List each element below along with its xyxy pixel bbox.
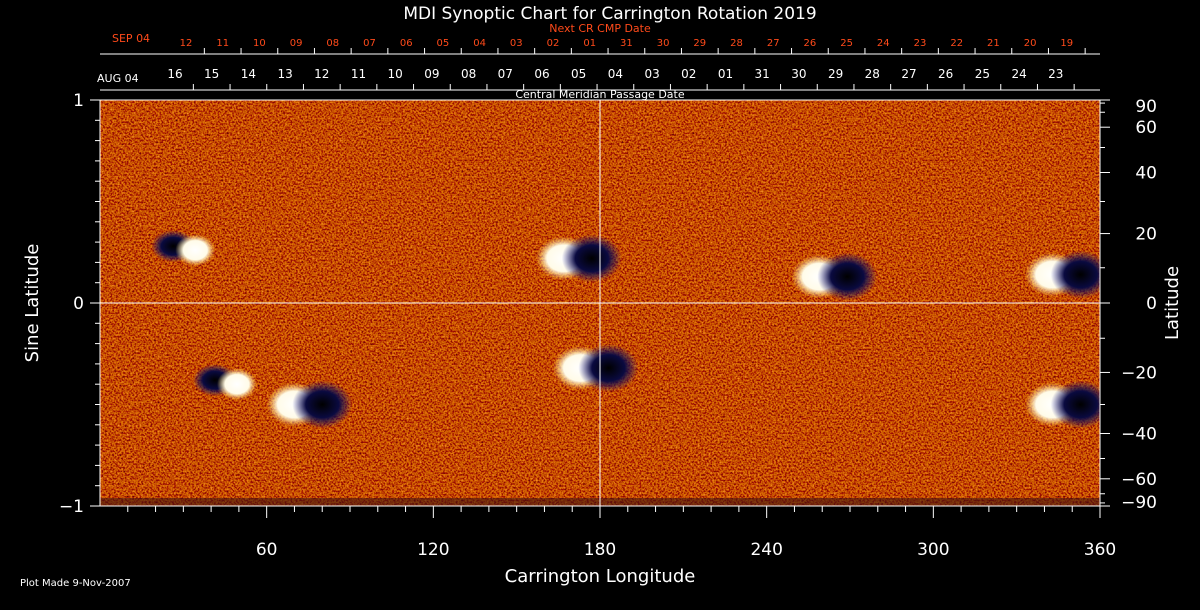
negative-polarity-spot [817,252,878,301]
next-cr-date-label: 26 [804,38,817,49]
active-region [1024,380,1100,429]
y-left-tick-label: −1 [59,497,84,517]
cmp-date-label: 10 [388,67,403,81]
y-right-tick-label: 0 [1146,294,1157,314]
cmp-date-label: 09 [424,67,439,81]
cmp-date-label: 31 [755,67,770,81]
next-cr-date-label: 01 [583,38,596,49]
y-right-tick-label: 60 [1135,118,1157,138]
y-right-tick-label: 20 [1135,225,1157,245]
cmp-date-label: 23 [1048,67,1063,81]
cmp-date-label: 16 [167,67,182,81]
plot-made-footer: Plot Made 9-Nov-2007 [20,578,131,589]
negative-polarity-spot [292,380,353,429]
cmp-axis-label: Central Meridian Passage Date [515,88,684,101]
cmp-date-label: 30 [791,67,806,81]
negative-polarity-spot [1050,380,1100,429]
next-cr-date-label: 05 [437,38,450,49]
cmp-date-label: 14 [241,67,256,81]
x-axis-label: Carrington Longitude [505,566,696,587]
next-cr-date-label: 12 [180,38,193,49]
next-cr-date-label: 27 [767,38,780,49]
cmp-date-label: 28 [865,67,880,81]
next-cr-date-label: 20 [1024,38,1037,49]
active-region [552,343,639,392]
next-cr-date-label: 09 [290,38,303,49]
x-tick-label: 300 [917,540,949,560]
next-cr-date-label: 25 [840,38,853,49]
cmp-date-label: 25 [975,67,990,81]
next-cr-date-label: 23 [914,38,927,49]
active-region [791,252,878,301]
positive-polarity-spot [175,234,216,267]
month-label-next: SEP 04 [112,32,150,45]
next-cr-date-label: 31 [620,38,633,49]
next-cr-label: Next CR CMP Date [549,22,651,35]
cmp-date-label: 27 [901,67,916,81]
active-region [266,380,353,429]
next-cr-date-label: 06 [400,38,413,49]
negative-polarity-spot [561,234,622,283]
cmp-date-label: 02 [681,67,696,81]
next-cr-date-label: 19 [1060,38,1073,49]
active-region [1024,250,1100,299]
next-cr-date-label: 29 [693,38,706,49]
next-cr-date-label: 28 [730,38,743,49]
next-cr-date-label: 11 [216,38,229,49]
cmp-date-label: 26 [938,67,953,81]
active-region [193,364,257,401]
next-cr-date-label: 22 [950,38,963,49]
cmp-date-label: 12 [314,67,329,81]
cmp-date-label: 01 [718,67,733,81]
x-tick-label: 60 [256,540,278,560]
y-right-tick-label: −40 [1121,424,1157,444]
next-cr-date-label: 02 [547,38,560,49]
cmp-date-label: 13 [277,67,292,81]
cmp-date-label: 04 [608,67,623,81]
y-right-tick-label: −20 [1121,363,1157,383]
cmp-date-label: 08 [461,67,476,81]
cmp-date-label: 29 [828,67,843,81]
cmp-date-label: 07 [498,67,513,81]
positive-polarity-spot [217,368,257,401]
x-tick-label: 360 [1084,540,1116,560]
active-region [535,234,622,283]
y-axis-label-left: Sine Latitude [22,244,43,363]
y-right-tick-label: 40 [1135,164,1157,184]
next-cr-date-label: 07 [363,38,376,49]
negative-polarity-spot [578,343,639,392]
cmp-date-label: 03 [644,67,659,81]
month-label-current: AUG 04 [97,72,139,85]
y-right-tick-label: −60 [1121,470,1157,490]
active-region [151,230,216,267]
cmp-date-label: 15 [204,67,219,81]
cmp-date-label: 05 [571,67,586,81]
next-cr-date-label: 08 [326,38,339,49]
next-cr-date-label: 21 [987,38,1000,49]
y-left-tick-label: 1 [73,91,84,111]
y-left-tick-label: 0 [73,294,84,314]
y-right-tick-label: −90 [1121,493,1157,513]
next-cr-date-label: 03 [510,38,523,49]
next-cr-date-label: 30 [657,38,670,49]
cmp-date-label: 11 [351,67,366,81]
cmp-date-label: 06 [534,67,549,81]
x-tick-label: 180 [584,540,616,560]
next-cr-date-label: 04 [473,38,486,49]
next-cr-date-label: 24 [877,38,890,49]
negative-polarity-spot [1050,250,1100,299]
y-axis-label-right: Latitude [1162,266,1183,340]
cmp-date-label: 24 [1011,67,1026,81]
x-tick-label: 240 [750,540,782,560]
x-tick-label: 120 [417,540,449,560]
chart-title: MDI Synoptic Chart for Carrington Rotati… [403,4,816,24]
y-right-tick-label: 90 [1135,97,1157,117]
next-cr-date-label: 10 [253,38,266,49]
